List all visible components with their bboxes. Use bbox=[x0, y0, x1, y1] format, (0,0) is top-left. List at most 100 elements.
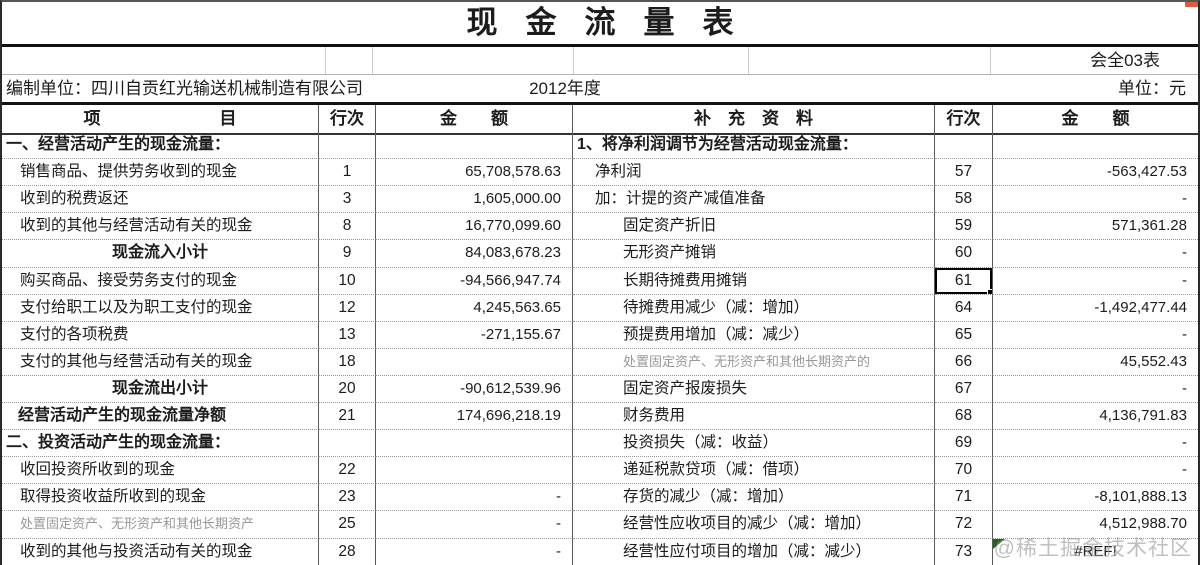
cell-right-line-0[interactable] bbox=[935, 132, 993, 160]
cell-right-item-10[interactable]: 财务费用 bbox=[573, 403, 935, 431]
cell-left-amount-10[interactable]: 174,696,218.19 bbox=[376, 403, 573, 431]
cell-right-amount-11[interactable]: - bbox=[993, 430, 1198, 458]
cell-left-item-3[interactable]: 收到的其他与经营活动有关的现金 bbox=[2, 213, 319, 241]
cell-left-line-9[interactable]: 20 bbox=[319, 375, 376, 404]
cell-left-amount-3[interactable]: 16,770,099.60 bbox=[376, 213, 573, 241]
cell-right-item-13[interactable]: 存货的减少（减：增加） bbox=[573, 484, 935, 512]
cell-left-line-8[interactable]: 18 bbox=[319, 348, 376, 376]
cell-right-line-15[interactable]: 73 bbox=[935, 538, 993, 565]
cell-right-amount-5[interactable]: - bbox=[993, 268, 1198, 295]
cell-left-item-8[interactable]: 支付的其他与经营活动有关的现金 bbox=[2, 348, 319, 376]
cell-left-item-9[interactable]: 现金流出小计 bbox=[2, 375, 319, 404]
cell-left-amount-1[interactable]: 65,708,578.63 bbox=[376, 159, 573, 187]
cell-left-item-6[interactable]: 支付给职工以及为职工支付的现金 bbox=[2, 294, 319, 322]
cell-left-line-3[interactable]: 8 bbox=[319, 213, 376, 241]
cell-left-item-12[interactable]: 收回投资所收到的现金 bbox=[2, 457, 319, 485]
cell-right-line-1[interactable]: 57 bbox=[935, 159, 993, 187]
cell-right-amount-6[interactable]: -1,492,477.44 bbox=[993, 295, 1198, 322]
cell-right-amount-7[interactable]: - bbox=[993, 322, 1198, 349]
cell-right-line-8[interactable]: 66 bbox=[935, 348, 993, 376]
cell-left-amount-15[interactable]: - bbox=[376, 538, 573, 565]
cell-left-line-12[interactable]: 22 bbox=[319, 457, 376, 485]
cell-right-item-15[interactable]: 经营性应付项目的增加（减：减少） bbox=[573, 538, 935, 565]
cell-right-item-6[interactable]: 待摊费用减少（减：增加） bbox=[573, 294, 935, 322]
cell-right-line-7[interactable]: 65 bbox=[935, 321, 993, 349]
cell-left-item-13[interactable]: 取得投资收益所收到的现金 bbox=[2, 484, 319, 512]
cell-left-amount-5[interactable]: -94,566,947.74 bbox=[376, 267, 573, 295]
cell-right-item-3[interactable]: 固定资产折旧 bbox=[573, 213, 935, 241]
cell-left-amount-14[interactable]: - bbox=[376, 511, 573, 539]
cell-right-amount-10[interactable]: 4,136,791.83 bbox=[993, 403, 1198, 431]
cell-left-line-14[interactable]: 25 bbox=[319, 511, 376, 539]
cell-right-amount-12[interactable]: - bbox=[993, 457, 1198, 485]
header-item-left[interactable]: 项 目 bbox=[2, 105, 319, 135]
cell-left-line-13[interactable]: 23 bbox=[319, 484, 376, 512]
cell-right-line-4[interactable]: 60 bbox=[935, 240, 993, 268]
cell-left-amount-0[interactable] bbox=[376, 132, 573, 160]
fill-handle[interactable] bbox=[987, 288, 992, 294]
cell-right-amount-1[interactable]: -563,427.53 bbox=[993, 159, 1198, 187]
cell-right-line-6[interactable]: 64 bbox=[935, 294, 993, 322]
cell-left-amount-2[interactable]: 1,605,000.00 bbox=[376, 186, 573, 214]
cell-left-amount-8[interactable] bbox=[376, 348, 573, 376]
cell-left-item-14[interactable]: 处置固定资产、无形资产和其他长期资产 bbox=[2, 511, 319, 539]
cell-right-line-11[interactable]: 69 bbox=[935, 430, 993, 458]
cell-right-amount-9[interactable]: - bbox=[993, 376, 1198, 404]
cell-right-item-9[interactable]: 固定资产报废损失 bbox=[573, 375, 935, 404]
cell-right-amount-4[interactable]: - bbox=[993, 240, 1198, 268]
prepared-by-label[interactable]: 编制单位：四川自贡红光输送机械制造有限公司 bbox=[6, 79, 363, 98]
cell-left-line-15[interactable]: 28 bbox=[319, 538, 376, 565]
cell-left-item-2[interactable]: 收到的税费返还 bbox=[2, 186, 319, 214]
cell-right-item-5[interactable]: 长期待摊费用摊销 bbox=[573, 267, 935, 295]
cell-right-item-12[interactable]: 递延税款贷项（减：借项） bbox=[573, 457, 935, 485]
header-item-right[interactable]: 补 充 资 料 bbox=[573, 105, 935, 135]
cell-left-item-5[interactable]: 购买商品、接受劳务支付的现金 bbox=[2, 267, 319, 295]
cell-left-item-7[interactable]: 支付的各项税费 bbox=[2, 321, 319, 349]
cell-right-amount-14[interactable]: 4,512,988.70 bbox=[993, 511, 1198, 539]
header-amount-left[interactable]: 金 额 bbox=[376, 105, 573, 135]
header-line-left[interactable]: 行次 bbox=[319, 105, 376, 135]
cell-left-item-4[interactable]: 现金流入小计 bbox=[2, 240, 319, 268]
cell-right-item-14[interactable]: 经营性应收项目的减少（减：增加） bbox=[573, 511, 935, 539]
cell-left-line-1[interactable]: 1 bbox=[319, 159, 376, 187]
cell-right-line-10[interactable]: 68 bbox=[935, 403, 993, 431]
cell-left-line-5[interactable]: 10 bbox=[319, 267, 376, 295]
unit-label[interactable]: 单位：元 bbox=[1118, 79, 1186, 98]
cell-right-item-7[interactable]: 预提费用增加（减：减少） bbox=[573, 321, 935, 349]
cell-left-item-15[interactable]: 收到的其他与投资活动有关的现金 bbox=[2, 538, 319, 565]
cell-left-amount-12[interactable] bbox=[376, 457, 573, 485]
cell-left-amount-9[interactable]: -90,612,539.96 bbox=[376, 375, 573, 404]
cell-left-item-11[interactable]: 二、投资活动产生的现金流量： bbox=[2, 430, 319, 458]
header-amount-right[interactable]: 金 额 bbox=[993, 105, 1198, 135]
cell-right-item-8[interactable]: 处置固定资产、无形资产和其他长期资产的 bbox=[573, 348, 935, 376]
cell-right-amount-13[interactable]: -8,101,888.13 bbox=[993, 484, 1198, 512]
cell-left-amount-7[interactable]: -271,155.67 bbox=[376, 321, 573, 349]
cell-left-line-4[interactable]: 9 bbox=[319, 240, 376, 268]
cell-right-line-14[interactable]: 72 bbox=[935, 511, 993, 539]
report-period-label[interactable]: 2012年度 bbox=[529, 79, 601, 98]
cell-right-item-4[interactable]: 无形资产摊销 bbox=[573, 240, 935, 268]
cell-right-item-11[interactable]: 投资损失（减：收益） bbox=[573, 430, 935, 458]
report-title[interactable]: 现金流量表 bbox=[2, 2, 1198, 47]
cell-right-amount-0[interactable] bbox=[993, 132, 1198, 160]
cell-left-amount-4[interactable]: 84,083,678.23 bbox=[376, 240, 573, 268]
cell-left-line-6[interactable]: 12 bbox=[319, 294, 376, 322]
cell-right-item-0[interactable]: 1、将净利润调节为经营活动现金流量： bbox=[573, 132, 935, 160]
cell-left-line-7[interactable]: 13 bbox=[319, 321, 376, 349]
active-cell[interactable]: 61 bbox=[935, 267, 993, 295]
cell-right-amount-3[interactable]: 571,361.28 bbox=[993, 213, 1198, 241]
cell-left-amount-11[interactable] bbox=[376, 430, 573, 458]
cell-right-amount-8[interactable]: 45,552.43 bbox=[993, 349, 1198, 376]
cell-right-line-9[interactable]: 67 bbox=[935, 375, 993, 404]
cell-right-line-12[interactable]: 70 bbox=[935, 457, 993, 485]
cell-left-amount-6[interactable]: 4,245,563.65 bbox=[376, 294, 573, 322]
header-line-right[interactable]: 行次 bbox=[935, 105, 993, 135]
cell-left-line-11[interactable] bbox=[319, 430, 376, 458]
cell-left-item-10[interactable]: 经营活动产生的现金流量净额 bbox=[2, 403, 319, 431]
cell-right-item-2[interactable]: 加：计提的资产减值准备 bbox=[573, 186, 935, 214]
cell-right-line-2[interactable]: 58 bbox=[935, 186, 993, 214]
cell-right-line-3[interactable]: 59 bbox=[935, 213, 993, 241]
cell-right-item-1[interactable]: 净利润 bbox=[573, 159, 935, 187]
form-code-label[interactable]: 会全03表 bbox=[1090, 51, 1160, 70]
cell-right-amount-2[interactable]: - bbox=[993, 186, 1198, 214]
